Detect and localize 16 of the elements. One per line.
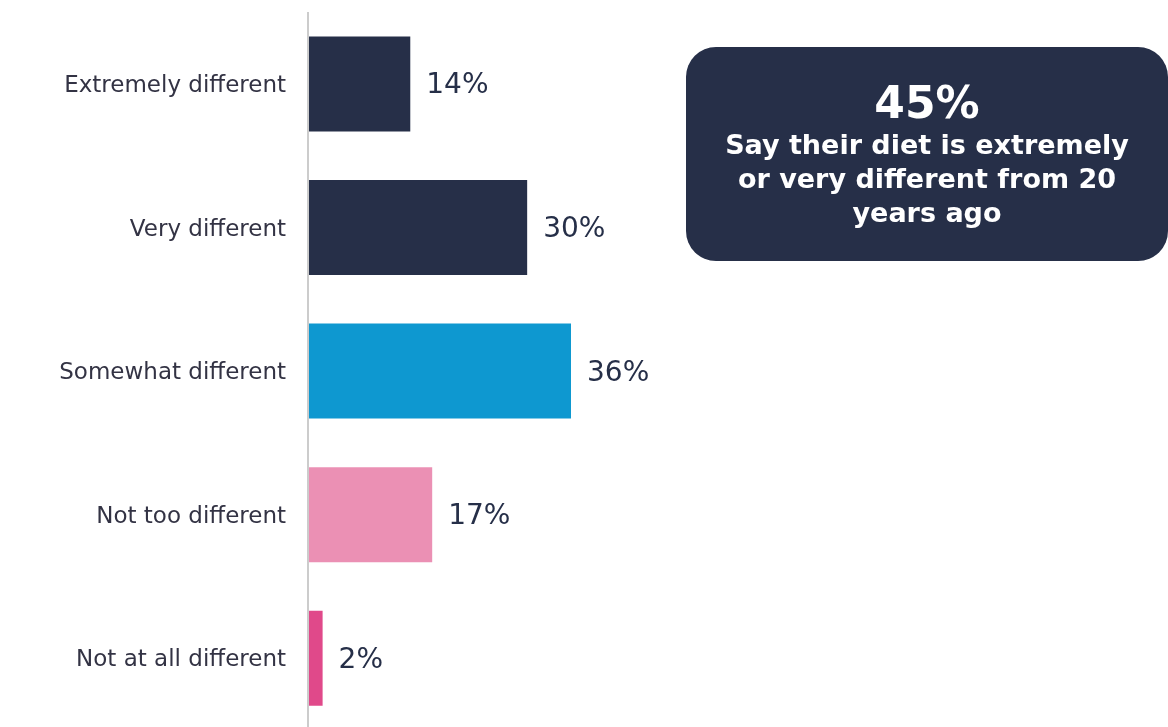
data-label: 36% <box>587 354 650 388</box>
bar <box>308 36 411 132</box>
bar <box>308 323 571 419</box>
y-tick-label: Somewhat different <box>59 358 286 385</box>
y-tick-label: Extremely different <box>64 70 286 97</box>
data-label: 2% <box>338 641 384 675</box>
data-label: 14% <box>426 67 489 101</box>
bar <box>308 180 528 276</box>
bar <box>308 467 433 563</box>
y-tick-label: Not at all different <box>76 645 286 672</box>
callout-box: 45% Say their diet is extremely or very different from 20 years ago <box>686 47 1168 261</box>
data-label: 30% <box>543 211 606 245</box>
data-label: 17% <box>448 498 511 532</box>
y-tick-label: Not too different <box>96 501 286 528</box>
bar <box>308 610 323 706</box>
y-tick-label: Very different <box>129 214 286 241</box>
